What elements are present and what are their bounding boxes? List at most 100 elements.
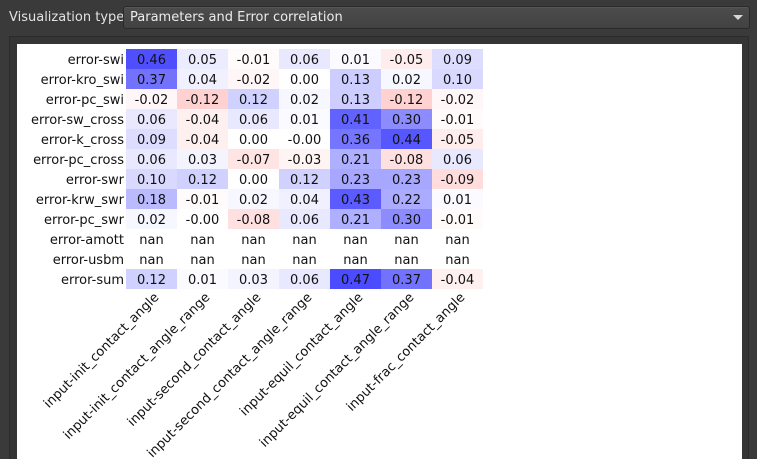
cell-value-label: 0.12 <box>137 273 166 288</box>
heatmap-cell <box>177 269 228 289</box>
heatmap-cell <box>279 169 330 189</box>
heatmap-cell <box>126 129 177 149</box>
chevron-down-icon <box>733 15 743 20</box>
row-label: error-pc_swi <box>46 93 124 108</box>
cell-value-label: nan <box>139 233 163 248</box>
heatmap-cell <box>381 89 432 109</box>
visualization-type-select[interactable]: Parameters and Error correlation <box>123 6 750 29</box>
heatmap-cell <box>381 169 432 189</box>
heatmap-cell <box>228 109 279 129</box>
row-label: error-sw_cross <box>31 113 124 128</box>
heatmap-cell <box>126 69 177 89</box>
cell-value-label: 0.06 <box>443 153 472 168</box>
cell-value-label: -0.04 <box>186 113 220 128</box>
heatmap-cell <box>177 49 228 69</box>
heatmap-cell <box>177 89 228 109</box>
heatmap-cell <box>228 229 279 249</box>
cell-value-label: 0.22 <box>392 193 421 208</box>
heatmap-cell <box>228 249 279 269</box>
cell-value-label: 0.21 <box>341 153 370 168</box>
cell-value-label: 0.36 <box>341 133 370 148</box>
heatmap-cell <box>279 129 330 149</box>
heatmap-cell <box>330 149 381 169</box>
cell-value-label: 0.04 <box>290 193 319 208</box>
cell-value-label: nan <box>394 253 418 268</box>
row-label: error-k_cross <box>41 133 124 148</box>
heatmap-cell <box>228 49 279 69</box>
heatmap-cell <box>432 69 483 89</box>
heatmap-cell <box>432 189 483 209</box>
cell-value-label: -0.12 <box>390 93 424 108</box>
visualization-toolbar: Visualization type: Parameters and Error… <box>0 0 757 36</box>
row-label: error-pc_cross <box>33 153 124 168</box>
heatmap-cell <box>330 209 381 229</box>
heatmap-cell <box>126 49 177 69</box>
cell-value-label: 0.44 <box>392 133 421 148</box>
cell-value-label: -0.09 <box>441 173 475 188</box>
cell-value-label: -0.08 <box>237 213 271 228</box>
cell-value-label: 0.43 <box>341 193 370 208</box>
cell-value-label: -0.12 <box>186 93 220 108</box>
heatmap-cell <box>432 89 483 109</box>
cell-value-label: 0.06 <box>290 53 319 68</box>
cell-value-label: 0.12 <box>188 173 217 188</box>
cell-value-label: 0.12 <box>239 93 268 108</box>
heatmap-cell <box>279 69 330 89</box>
heatmap-cell <box>381 149 432 169</box>
heatmap-cell <box>432 229 483 249</box>
heatmap-cell <box>279 249 330 269</box>
heatmap-cell <box>432 209 483 229</box>
heatmap-cell <box>432 249 483 269</box>
visualization-type-value: Parameters and Error correlation <box>130 10 343 25</box>
cell-value-label: -0.00 <box>186 213 220 228</box>
heatmap-cell <box>330 169 381 189</box>
heatmap-cell <box>330 189 381 209</box>
cell-value-label: 0.47 <box>341 273 370 288</box>
cell-value-label: 0.00 <box>239 133 268 148</box>
heatmap-cell <box>381 49 432 69</box>
cell-value-label: 0.00 <box>290 73 319 88</box>
cell-value-label: 0.02 <box>137 213 166 228</box>
cell-value-label: 0.18 <box>137 193 166 208</box>
cell-value-label: nan <box>445 253 469 268</box>
heatmap-cell <box>330 89 381 109</box>
row-label: error-swr <box>66 173 125 188</box>
heatmap-cell <box>126 109 177 129</box>
heatmap-cell <box>126 149 177 169</box>
heatmap-cell <box>381 129 432 149</box>
cell-value-label: 0.05 <box>188 53 217 68</box>
cell-value-label: -0.07 <box>237 153 271 168</box>
heatmap-cell <box>279 149 330 169</box>
heatmap-cell <box>381 269 432 289</box>
cell-value-label: 0.10 <box>137 173 166 188</box>
cell-value-label: -0.02 <box>135 93 169 108</box>
heatmap-cell <box>279 109 330 129</box>
scrollbar-gutter <box>751 36 757 459</box>
cell-value-label: -0.05 <box>441 133 475 148</box>
cell-value-label: 0.01 <box>341 53 370 68</box>
heatmap-cell <box>177 169 228 189</box>
heatmap-cell <box>228 189 279 209</box>
heatmap-cell <box>177 69 228 89</box>
heatmap-cell <box>381 249 432 269</box>
heatmap-cell <box>177 109 228 129</box>
cell-value-label: -0.02 <box>441 93 475 108</box>
cell-value-label: -0.01 <box>237 53 271 68</box>
heatmap-cell <box>279 209 330 229</box>
row-label: error-pc_swr <box>44 213 125 228</box>
cell-value-label: nan <box>241 253 265 268</box>
heatmap-cell <box>330 269 381 289</box>
heatmap-cell <box>126 249 177 269</box>
cell-value-label: -0.01 <box>186 193 220 208</box>
cell-value-label: 0.01 <box>290 113 319 128</box>
heatmap-cell <box>126 169 177 189</box>
row-label: error-sum <box>61 273 124 288</box>
heatmap-cell <box>228 269 279 289</box>
cell-value-label: 0.30 <box>392 113 421 128</box>
cell-value-label: 0.02 <box>392 73 421 88</box>
cell-value-label: 0.09 <box>443 53 472 68</box>
cell-value-label: 0.13 <box>341 93 370 108</box>
cell-value-label: nan <box>190 233 214 248</box>
heatmap-cell <box>330 129 381 149</box>
heatmap-cell <box>177 149 228 169</box>
